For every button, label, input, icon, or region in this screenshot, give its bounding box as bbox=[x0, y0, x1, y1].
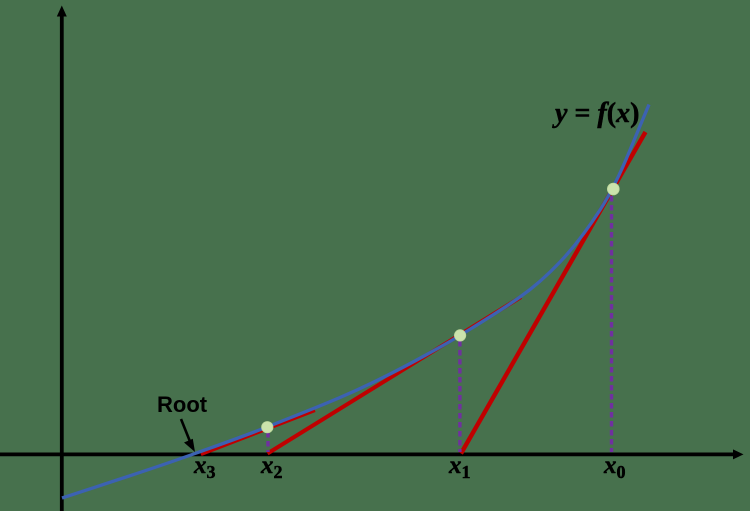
svg-text:x0: x0 bbox=[603, 452, 626, 482]
svg-text:y = f(x): y = f(x) bbox=[552, 98, 639, 129]
svg-text:Root: Root bbox=[157, 392, 208, 417]
